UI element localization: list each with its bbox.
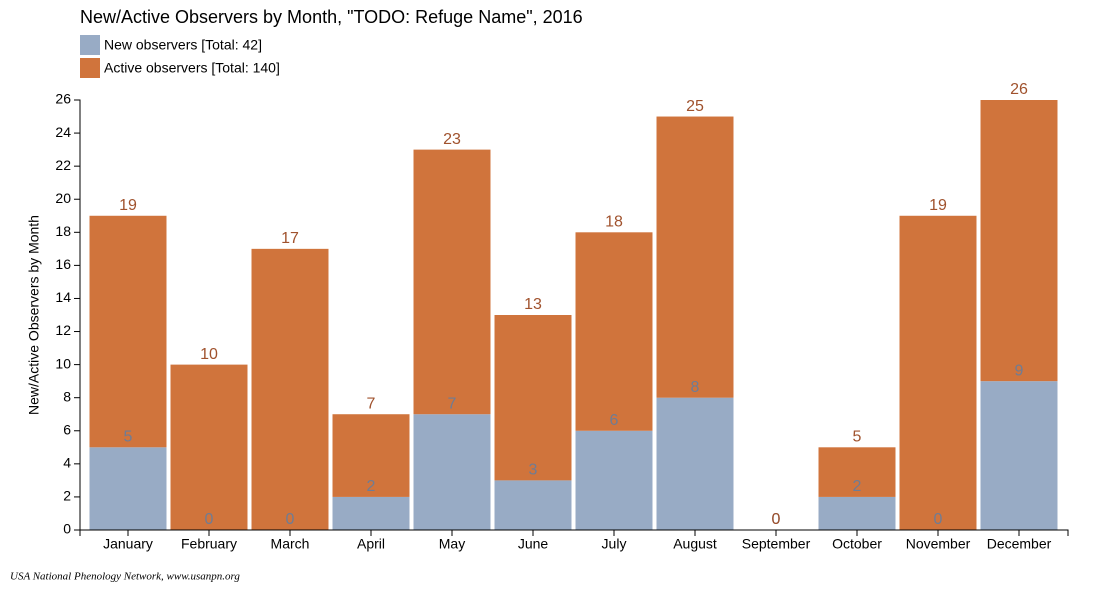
x-tick-label: March [271,536,310,552]
x-axis-line [79,529,1069,536]
bar-segment [575,430,653,530]
bar-segment [413,149,491,415]
total-value-label: 25 [686,98,704,115]
legend-swatch [80,58,100,78]
legend-swatch [80,35,100,55]
new-value-label: 0 [205,511,214,528]
bar-segment [818,496,896,530]
new-value-label: 0 [934,511,943,528]
new-value-label: 2 [367,478,376,495]
bar-segment [494,480,572,530]
y-tick-label: 2 [63,488,71,504]
y-tick-label: 12 [55,322,71,338]
total-value-label: 18 [605,214,623,231]
total-value-label: 7 [367,395,376,412]
bar-segment [251,248,329,530]
new-value-label: 6 [610,412,619,429]
x-tick-label: May [439,536,465,552]
new-value-label: 5 [124,429,133,446]
y-tick-label: 24 [55,124,71,140]
total-value-label: 17 [281,230,299,247]
x-tick-label: November [906,536,971,552]
total-value-label: 0 [772,511,781,528]
x-tick-label: October [832,536,882,552]
new-value-label: 3 [529,462,538,479]
y-tick-label: 16 [55,256,71,272]
total-value-label: 19 [929,197,947,214]
y-tick-label: 20 [55,190,71,206]
x-tick-label: July [602,536,627,552]
x-tick-label: June [518,536,549,552]
y-tick-label: 22 [55,157,71,173]
x-tick-label: September [742,536,811,552]
y-tick-label: 8 [63,388,71,404]
x-tick-label: August [673,536,717,552]
new-value-label: 9 [1015,362,1024,379]
footer: USA National Phenology Network, www.usan… [10,571,240,583]
y-tick-label: 26 [55,91,71,107]
total-value-label: 10 [200,346,218,363]
total-value-label: 13 [524,296,542,313]
bar-segment [656,116,734,398]
new-value-label: 7 [448,395,457,412]
bar-segment [818,447,896,497]
chart-title: New/Active Observers by Month, "TODO: Re… [80,7,583,27]
total-value-label: 19 [119,197,137,214]
bar-segment [575,232,653,431]
total-value-label: 5 [853,429,862,446]
legend-label: Active observers [Total: 140] [104,60,280,76]
total-value-label: 23 [443,131,461,148]
bar-segment [656,397,734,530]
new-value-label: 0 [286,511,295,528]
bar-segment [494,315,572,481]
x-tick-label: January [103,536,153,552]
bar-segment [980,381,1058,530]
x-tick-label: April [357,536,385,552]
x-tick-label: December [987,536,1052,552]
bar-segment [89,215,167,448]
bar-segment [332,496,410,530]
new-value-label: 8 [691,379,700,396]
y-axis-line [74,99,81,531]
y-tick-label: 18 [55,223,71,239]
total-value-label: 26 [1010,81,1028,98]
x-tick-label: February [181,536,237,552]
bar-segment [89,447,167,530]
bar-segment [980,100,1058,382]
legend-label: New observers [Total: 42] [104,37,262,53]
new-value-label: 0 [772,511,781,528]
y-tick-label: 14 [55,289,71,305]
bar-segment [170,364,248,530]
y-tick-label: 0 [63,521,71,537]
bar-segment [899,215,977,530]
y-tick-label: 4 [63,455,71,471]
y-axis-label: New/Active Observers by Month [26,215,42,415]
y-tick-label: 10 [55,355,71,371]
bar-segment [332,414,410,497]
new-value-label: 2 [853,478,862,495]
y-tick-label: 6 [63,421,71,437]
bar-segment [413,414,491,530]
